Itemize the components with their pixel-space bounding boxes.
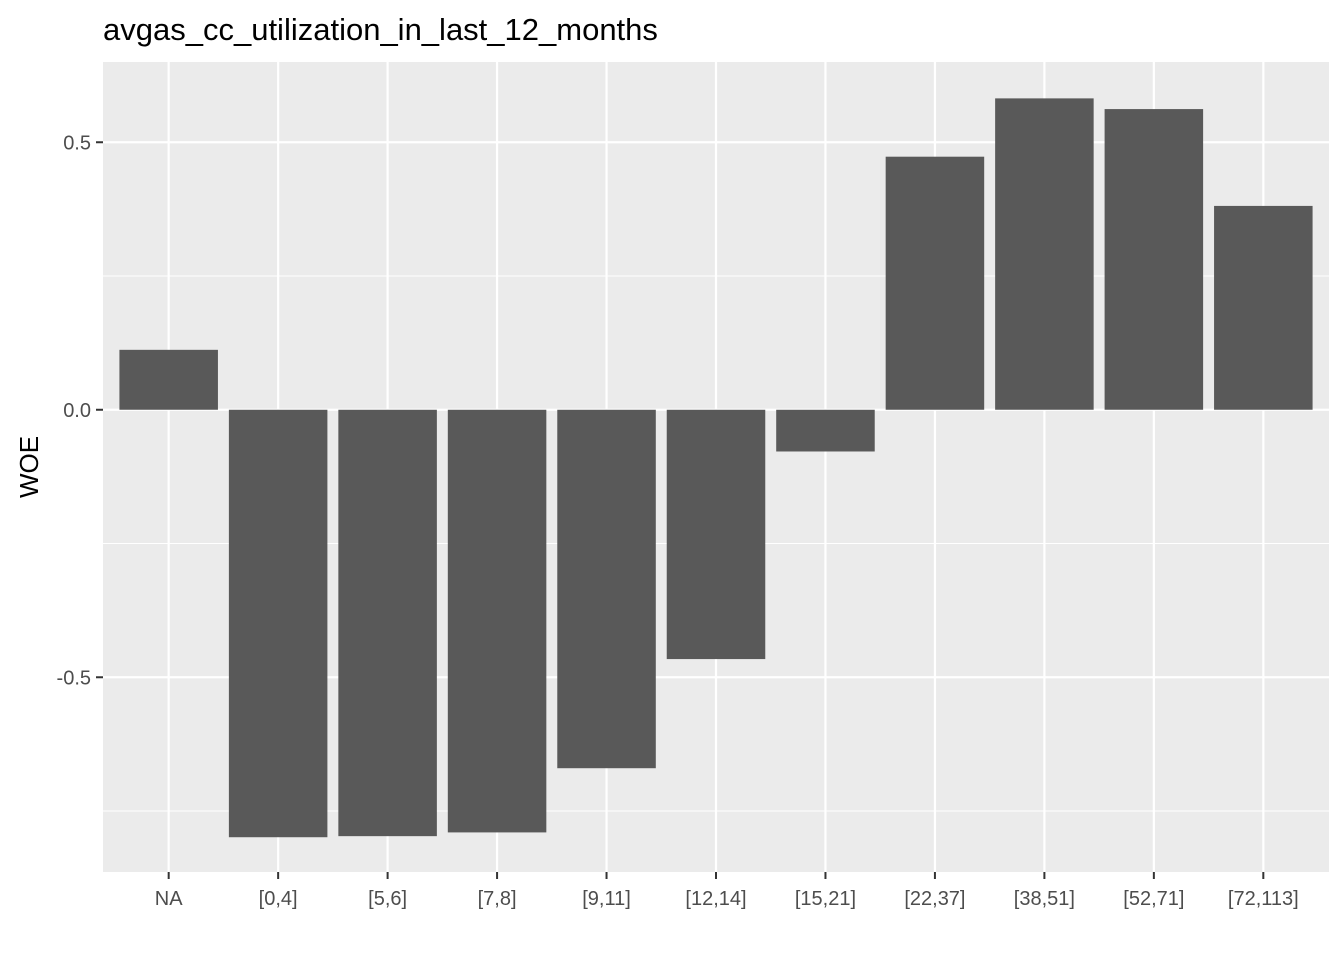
y-tick-label: -0.5 [57,667,91,689]
bar-0 [119,349,218,410]
x-tick-label: [0,4] [259,888,298,910]
bar-2 [338,409,437,837]
bar-5 [666,409,766,660]
y-tick-label: 0.0 [63,400,91,422]
x-tick-label: [52,71] [1123,888,1184,910]
x-tick-label: [72,113] [1228,888,1299,910]
bar-9 [1104,109,1204,410]
bar-6 [776,409,875,452]
x-tick-label: [22,37] [904,888,965,910]
x-tick-label: NA [155,888,183,910]
x-tick-label: [5,6] [368,888,407,910]
x-axis: NA [0,4] [5,6] [7,8] [9,11] [12,14] [15,21] [22… [155,872,1299,910]
y-axis-title: WOE [14,436,44,498]
bars [119,98,1313,838]
bar-7 [885,156,985,410]
bar-3 [447,409,547,833]
x-tick-label: [12,14] [685,888,746,910]
chart-title: avgas_cc_utilization_in_last_12_months [103,12,658,47]
x-tick-label: [7,8] [478,888,517,910]
y-tick-label: 0.5 [63,132,91,154]
bar-8 [995,98,1094,410]
x-tick-label: [9,11] [582,888,631,910]
y-axis: -0.5 0.0 0.5 [57,132,103,689]
bar-4 [557,409,656,769]
bar-10 [1214,205,1313,410]
x-tick-label: [15,21] [795,888,856,910]
bar-1 [228,409,328,838]
x-tick-label: [38,51] [1014,888,1075,910]
